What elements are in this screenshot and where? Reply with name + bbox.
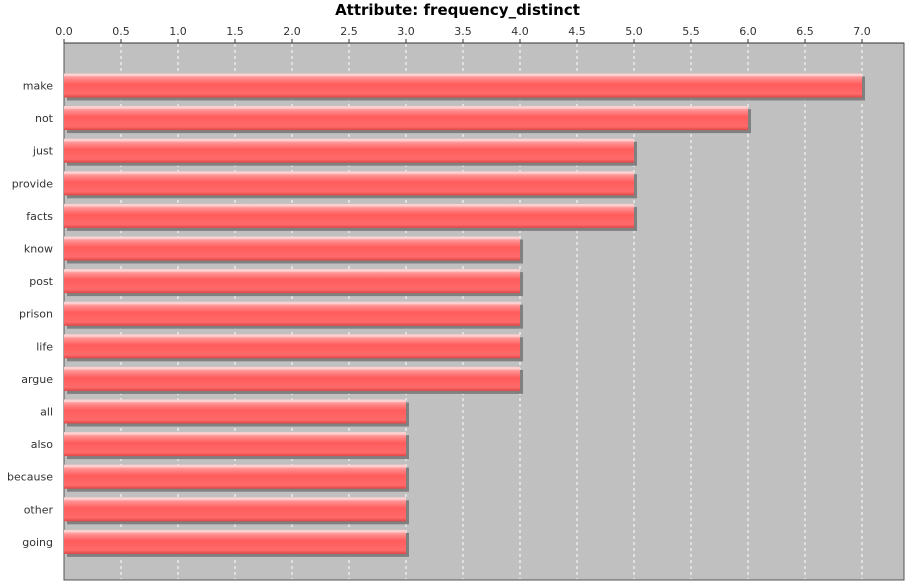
category-label: just	[32, 145, 54, 158]
bar-fill	[64, 138, 634, 163]
category-label: also	[31, 438, 54, 451]
category-label: because	[7, 471, 53, 484]
x-tick-label: 1.0	[169, 25, 187, 38]
x-tick-label: 5.5	[682, 25, 700, 38]
category-label: provide	[12, 177, 54, 190]
category-label: know	[24, 243, 53, 256]
bar-fill	[64, 464, 406, 489]
x-tick-label: 1.5	[226, 25, 244, 38]
bar-fill	[64, 236, 520, 261]
bar	[64, 301, 523, 329]
bar-fill	[64, 334, 520, 359]
category-label: life	[36, 340, 53, 353]
bar	[64, 171, 637, 199]
bar-fill	[64, 399, 406, 424]
bar	[64, 529, 409, 557]
x-tick-label: 2.0	[283, 25, 301, 38]
x-tick-label: 3.5	[454, 25, 472, 38]
category-label: post	[29, 275, 53, 288]
bar-fill	[64, 203, 634, 228]
category-label: make	[23, 80, 53, 93]
bar	[64, 236, 523, 264]
category-label: not	[35, 112, 54, 125]
category-label: other	[24, 503, 54, 516]
bar-fill	[64, 497, 406, 522]
x-tick-label: 0.0	[55, 25, 73, 38]
bar	[64, 399, 409, 427]
x-tick-label: 0.5	[112, 25, 130, 38]
bar-fill	[64, 269, 520, 294]
x-tick-label: 4.0	[511, 25, 529, 38]
category-label: facts	[26, 210, 53, 223]
category-label: prison	[19, 308, 53, 321]
x-tick-label: 7.0	[853, 25, 871, 38]
bar	[64, 138, 637, 166]
category-label: all	[40, 406, 53, 419]
category-label: going	[22, 536, 53, 549]
bar	[64, 366, 523, 394]
bar	[64, 334, 523, 362]
x-tick-label: 5.0	[625, 25, 643, 38]
category-label: argue	[21, 373, 53, 386]
bar	[64, 106, 751, 134]
bar	[64, 73, 865, 101]
x-tick-label: 6.0	[739, 25, 757, 38]
bar-fill	[64, 529, 406, 554]
chart-title: Attribute: frequency_distinct	[335, 1, 580, 19]
x-tick-label: 2.5	[340, 25, 358, 38]
bar	[64, 269, 523, 297]
bar-fill	[64, 301, 520, 326]
bar	[64, 497, 409, 525]
x-tick-label: 3.0	[397, 25, 415, 38]
bar	[64, 432, 409, 460]
bar	[64, 203, 637, 231]
bar	[64, 464, 409, 492]
bar-fill	[64, 432, 406, 457]
bar-fill	[64, 171, 634, 196]
bar-fill	[64, 366, 520, 391]
bar-fill	[64, 73, 862, 98]
x-tick-label: 6.5	[796, 25, 814, 38]
x-tick-label: 4.5	[568, 25, 586, 38]
bar-fill	[64, 106, 748, 131]
